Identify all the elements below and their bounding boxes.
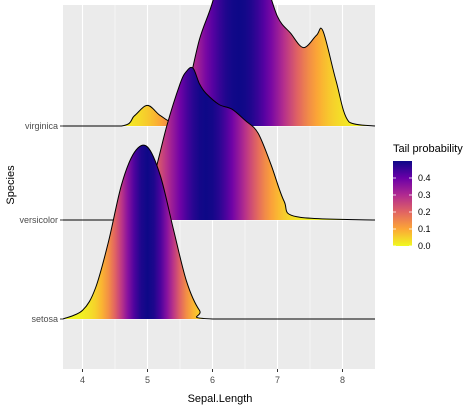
legend-title: Tail probability <box>393 143 463 155</box>
legend-tick-label: 0.2 <box>418 207 431 217</box>
x-tick-label: 8 <box>340 375 345 385</box>
legend-colorbar <box>393 161 412 246</box>
ridge-outline-virginica <box>63 0 376 127</box>
legend-tick-label: 0.3 <box>418 190 431 200</box>
legend-tick-label: 0.4 <box>418 173 431 183</box>
x-tick-label: 6 <box>210 375 215 385</box>
legend-tick-label: 0.0 <box>418 241 431 251</box>
ridge-outline-setosa <box>62 144 375 320</box>
legend-tick-label: 0.1 <box>418 224 431 234</box>
x-tick-label: 5 <box>145 375 150 385</box>
x-tick-label: 4 <box>80 375 85 385</box>
y-tick-label-virginica: virginica <box>25 121 58 131</box>
ridge-fill-setosa <box>63 145 375 319</box>
ridge-fill-virginica <box>63 0 375 126</box>
y-axis-title: Species <box>5 165 17 205</box>
y-tick-label-versicolor: versicolor <box>19 215 58 225</box>
axes: 4 5 6 7 8 setosa versicolor virginica <box>19 121 345 385</box>
ridge-fill-versicolor <box>63 67 375 220</box>
density-ridges <box>62 0 376 320</box>
x-tick-label: 7 <box>275 375 280 385</box>
x-axis-title: Sepal.Length <box>188 393 253 405</box>
legend: 0.4 0.3 0.2 0.1 0.0 <box>393 161 431 251</box>
y-tick-label-setosa: setosa <box>31 314 58 324</box>
